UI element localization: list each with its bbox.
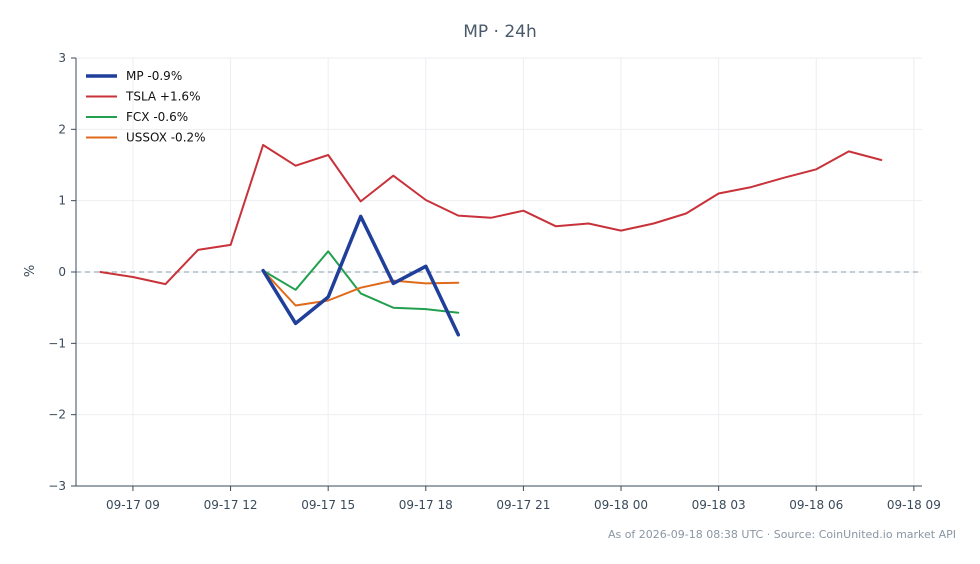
x-tick-label: 09-18 03 (692, 498, 746, 512)
y-tick-label: −3 (48, 479, 66, 493)
legend: MP -0.9% TSLA +1.6% FCX -0.6% USSOX -0.2% (86, 69, 206, 145)
source-footer: As of 2026-09-18 08:38 UTC · Source: Coi… (608, 528, 956, 541)
series-line-mp (261, 214, 461, 337)
y-tick-label: −2 (48, 408, 66, 422)
x-tick-label: 09-18 00 (594, 498, 648, 512)
chart-title: MP · 24h (463, 22, 537, 42)
x-tick-label: 09-17 21 (496, 498, 550, 512)
axes (71, 57, 922, 491)
series-line-fcx (262, 250, 460, 314)
x-tick-label: 09-17 12 (204, 498, 258, 512)
y-tick-label: −1 (48, 336, 66, 350)
y-tick-labels: 3 2 1 0 −1 −2 −3 (48, 51, 66, 493)
x-tick-labels: 09-17 09 09-17 12 09-17 15 09-17 18 09-17 21… (106, 498, 941, 512)
series-line-tsla (99, 144, 883, 286)
y-axis-label: % (23, 265, 38, 277)
y-tick-label: 2 (58, 122, 66, 136)
legend-label-mp: MP -0.9% (126, 69, 182, 83)
x-tick-label: 09-18 06 (789, 498, 843, 512)
legend-label-tsla: TSLA +1.6% (125, 90, 200, 104)
x-tick-label: 09-17 18 (399, 498, 453, 512)
x-tick-label: 09-17 15 (301, 498, 355, 512)
x-tick-label: 09-17 09 (106, 498, 160, 512)
series-line-ussox (262, 269, 460, 307)
legend-label-fcx: FCX -0.6% (126, 110, 188, 124)
y-tick-label: 1 (58, 194, 66, 208)
legend-label-ussox: USSOX -0.2% (126, 131, 206, 145)
series-lines (99, 144, 883, 337)
y-tick-label: 3 (58, 51, 66, 65)
y-tick-label: 0 (58, 265, 66, 279)
x-tick-label: 09-18 09 (887, 498, 941, 512)
